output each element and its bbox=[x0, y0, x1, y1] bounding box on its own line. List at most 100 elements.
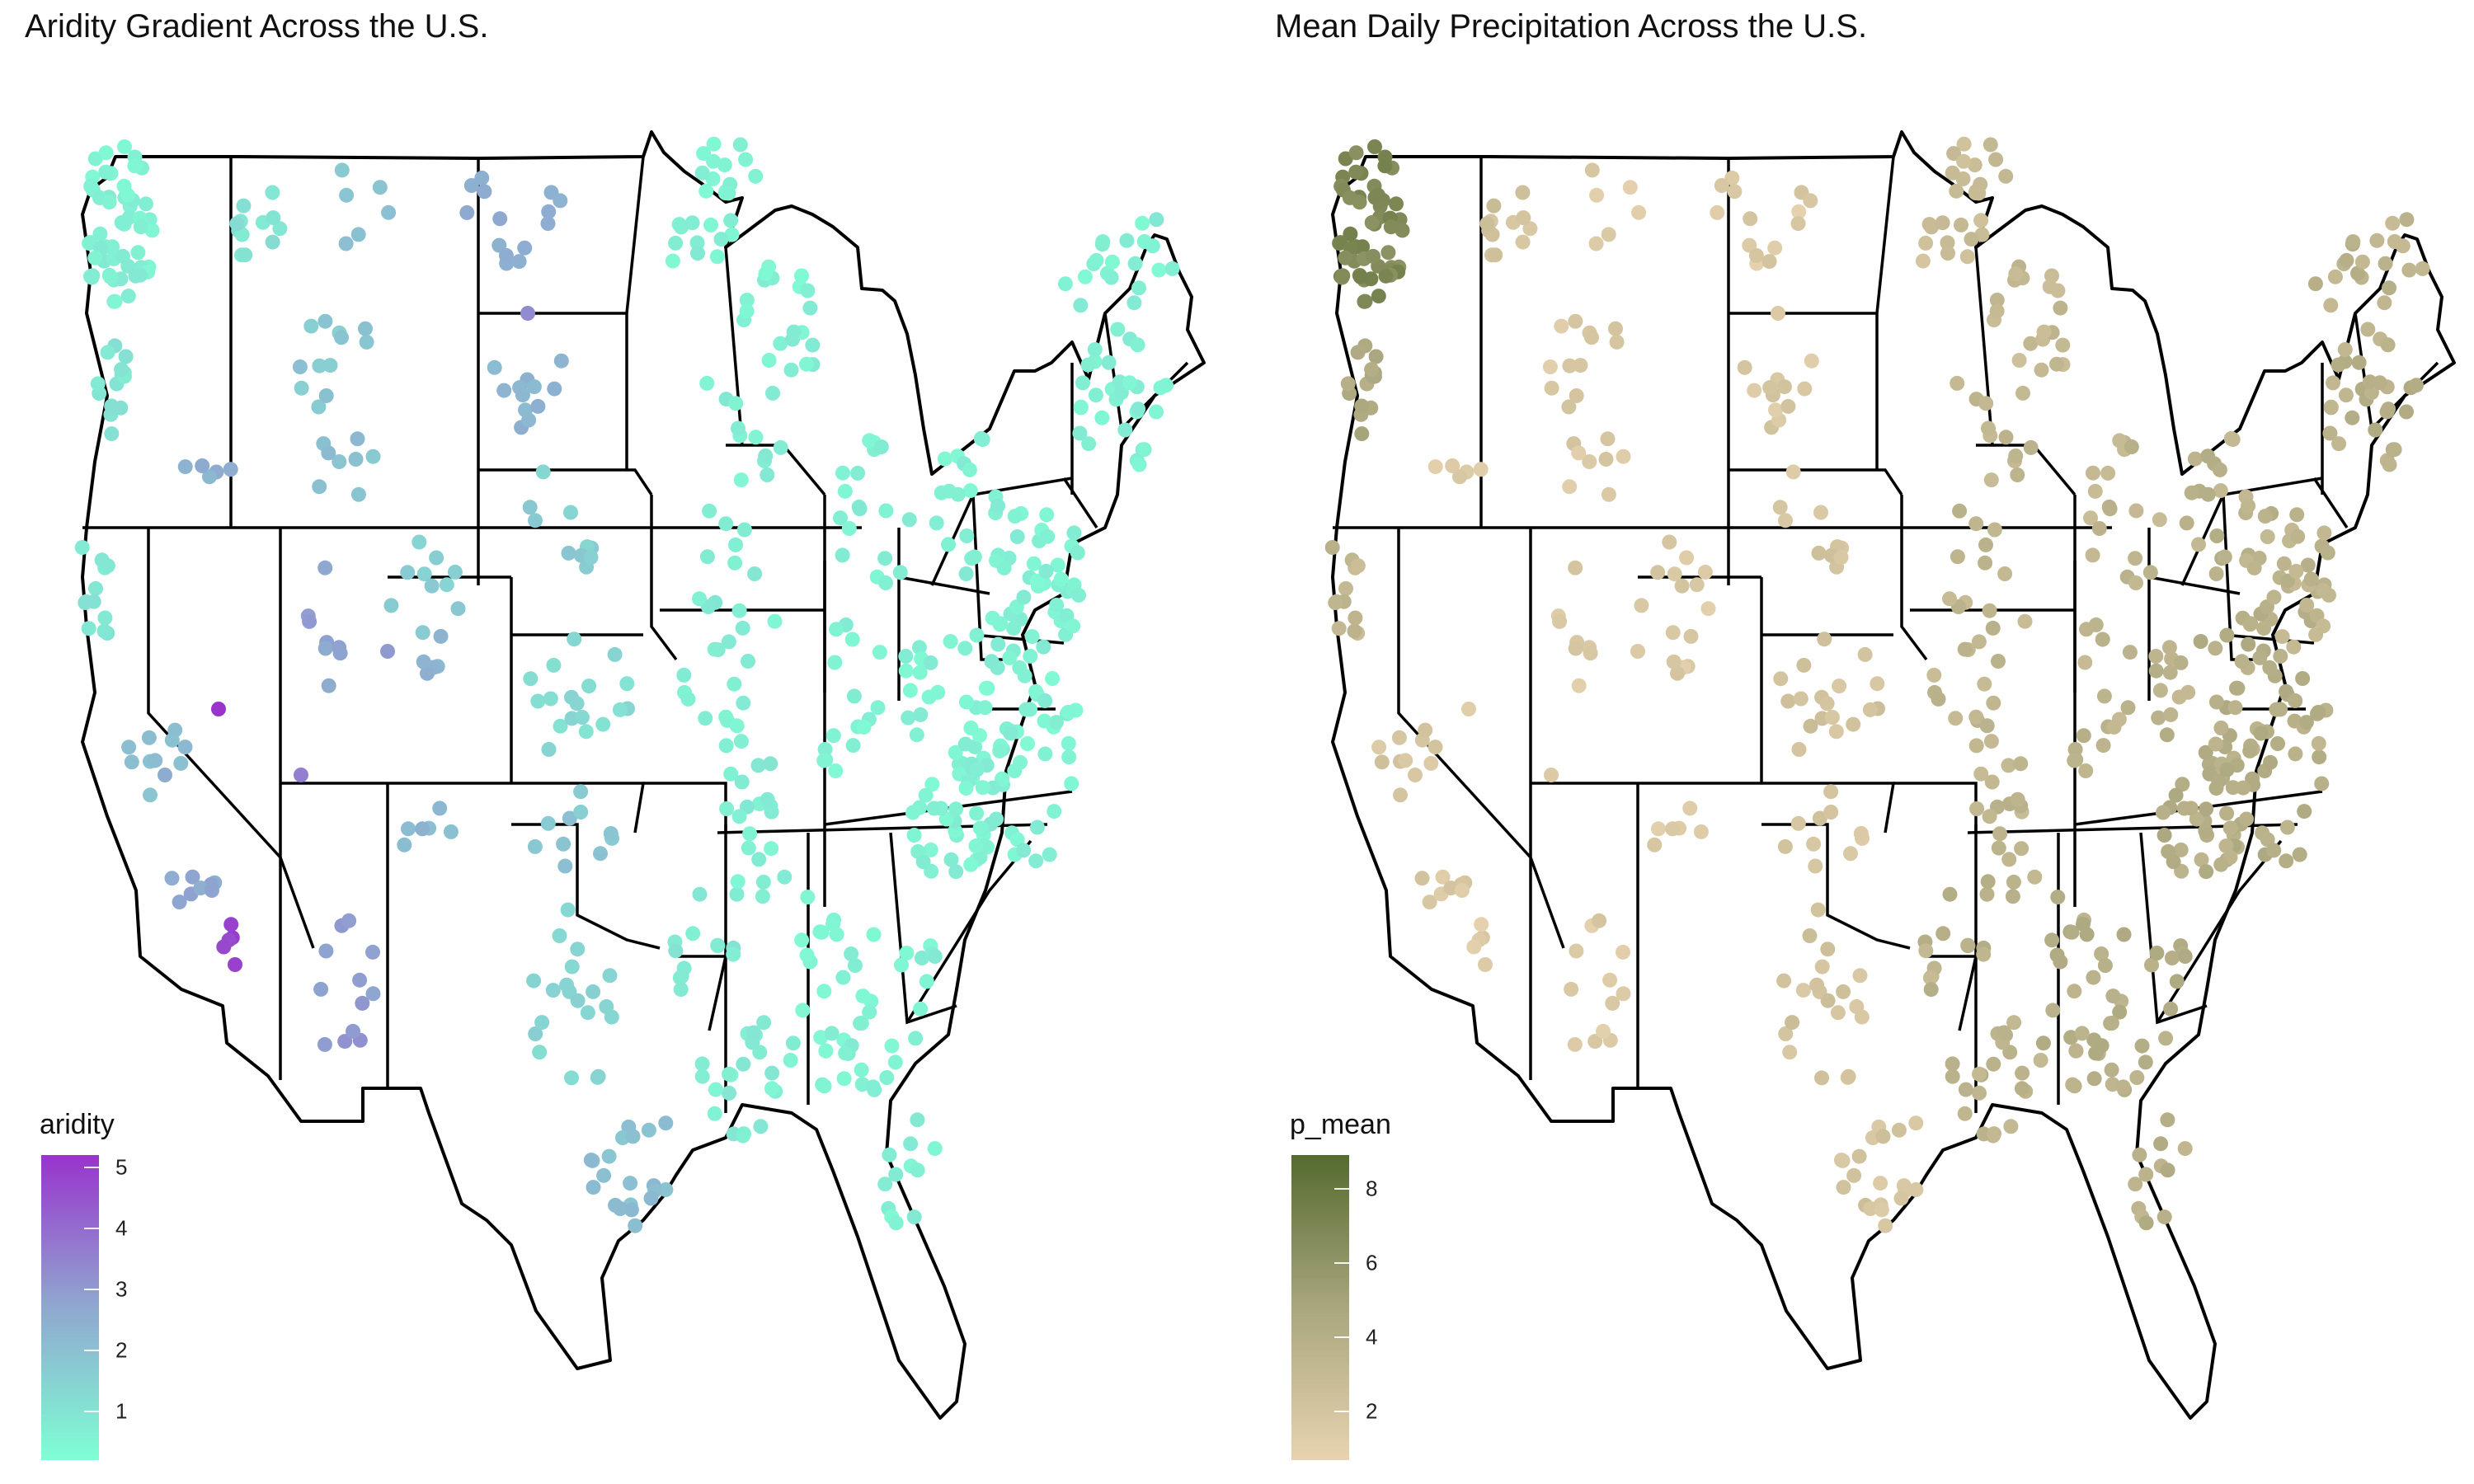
station-point bbox=[2279, 819, 2295, 835]
station-point bbox=[2161, 640, 2177, 655]
station-point bbox=[786, 324, 802, 340]
aridity-panel: Aridity Gradient Across the U.S. aridity… bbox=[25, 8, 1206, 1460]
station-point bbox=[1484, 227, 1500, 242]
station-point bbox=[2055, 337, 2071, 353]
station-point bbox=[1608, 321, 1623, 336]
station-point bbox=[1747, 383, 1762, 398]
station-point bbox=[873, 439, 889, 454]
station-point bbox=[546, 657, 562, 673]
station-point bbox=[2260, 832, 2275, 848]
station-point bbox=[1981, 420, 1996, 436]
station-point bbox=[1393, 787, 1408, 803]
station-point bbox=[2006, 1015, 2022, 1031]
station-point bbox=[1028, 853, 1044, 869]
station-point bbox=[1024, 629, 1040, 645]
station-point bbox=[1836, 984, 1851, 999]
station-point bbox=[92, 226, 108, 242]
station-point bbox=[1135, 215, 1150, 231]
station-point bbox=[317, 560, 333, 575]
station-point bbox=[2200, 486, 2216, 502]
station-point bbox=[1036, 639, 1051, 655]
station-point bbox=[2033, 1053, 2048, 1068]
station-point bbox=[1328, 595, 1343, 610]
station-point bbox=[1422, 895, 1437, 910]
station-point bbox=[573, 805, 589, 819]
station-point bbox=[866, 927, 882, 942]
station-point bbox=[910, 1112, 925, 1128]
station-point bbox=[878, 575, 893, 590]
station-point bbox=[2176, 801, 2192, 816]
station-point bbox=[1423, 755, 1439, 771]
station-point bbox=[2331, 436, 2347, 452]
station-point bbox=[1039, 507, 1055, 523]
station-point bbox=[1857, 646, 1873, 662]
station-point bbox=[463, 178, 479, 193]
station-point bbox=[487, 359, 502, 375]
station-point bbox=[2124, 439, 2139, 454]
station-point bbox=[1945, 165, 1960, 181]
station-point bbox=[1561, 399, 1577, 415]
station-point bbox=[2382, 280, 2396, 296]
station-point bbox=[2219, 762, 2235, 777]
station-point bbox=[1571, 445, 1587, 461]
station-point bbox=[348, 452, 364, 467]
station-point bbox=[2387, 442, 2402, 458]
precipitation-map-title: Mean Daily Precipitation Across the U.S. bbox=[1275, 8, 1868, 45]
station-point bbox=[783, 1053, 798, 1068]
station-point bbox=[1814, 959, 1830, 974]
legend-tick-mark bbox=[84, 1227, 99, 1229]
station-point bbox=[1693, 824, 1709, 839]
station-point bbox=[827, 655, 843, 670]
station-point bbox=[2085, 547, 2100, 563]
station-point bbox=[918, 787, 934, 803]
station-point bbox=[906, 828, 922, 843]
station-point bbox=[128, 268, 143, 284]
station-point bbox=[2067, 1078, 2082, 1094]
station-point bbox=[746, 1025, 762, 1040]
station-point bbox=[1338, 580, 1353, 596]
station-point bbox=[829, 622, 844, 637]
station-point bbox=[2067, 984, 2082, 999]
station-point bbox=[728, 537, 743, 552]
station-point bbox=[963, 857, 979, 872]
station-point bbox=[564, 959, 580, 974]
station-point bbox=[1714, 178, 1729, 193]
station-point bbox=[1979, 718, 1995, 734]
station-point bbox=[2225, 780, 2241, 796]
station-point bbox=[906, 1209, 922, 1225]
station-point bbox=[1878, 1218, 1893, 1233]
station-point bbox=[767, 613, 783, 629]
station-point bbox=[1368, 349, 1384, 364]
station-point bbox=[2138, 1215, 2154, 1231]
station-point bbox=[888, 1167, 904, 1182]
station-point bbox=[2104, 1062, 2119, 1078]
station-point bbox=[927, 949, 943, 964]
station-point bbox=[1127, 256, 1143, 271]
station-point bbox=[1832, 679, 1847, 694]
station-point bbox=[2262, 660, 2278, 675]
station-point bbox=[1814, 1070, 1829, 1086]
station-point bbox=[2279, 853, 2294, 869]
state-boundary bbox=[625, 156, 645, 314]
station-point bbox=[2198, 744, 2213, 760]
station-point bbox=[828, 763, 844, 778]
station-point bbox=[2234, 654, 2250, 669]
station-point bbox=[2128, 551, 2143, 566]
station-point bbox=[959, 528, 975, 543]
station-point bbox=[1515, 185, 1531, 200]
station-point bbox=[96, 623, 112, 639]
station-point bbox=[972, 820, 988, 836]
station-point bbox=[1075, 375, 1090, 391]
station-point bbox=[879, 1070, 895, 1085]
station-point bbox=[2078, 763, 2094, 778]
station-point bbox=[337, 1034, 353, 1050]
station-point bbox=[530, 398, 546, 414]
station-point bbox=[836, 1071, 852, 1087]
station-point bbox=[2011, 353, 2027, 368]
station-point bbox=[674, 219, 689, 235]
station-point bbox=[1350, 558, 1366, 574]
station-point bbox=[1100, 265, 1115, 281]
station-point bbox=[1602, 972, 1618, 988]
station-point bbox=[532, 1045, 548, 1060]
station-point bbox=[763, 756, 778, 772]
